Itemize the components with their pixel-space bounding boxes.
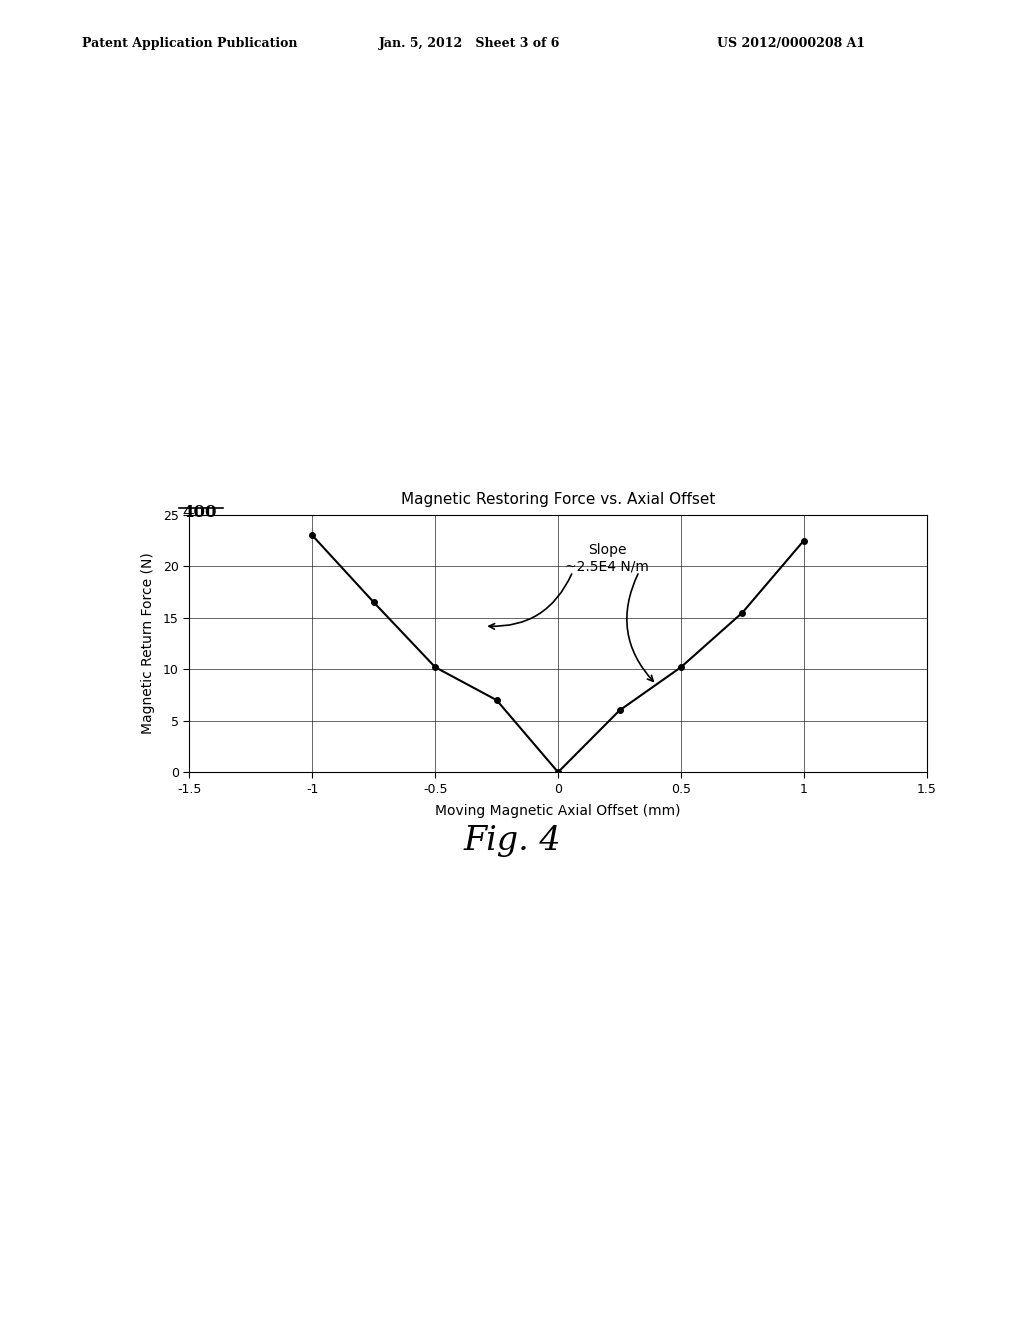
Text: Slope
~2.5E4 N/m: Slope ~2.5E4 N/m: [565, 543, 649, 573]
Title: Magnetic Restoring Force vs. Axial Offset: Magnetic Restoring Force vs. Axial Offse…: [400, 491, 716, 507]
Text: US 2012/0000208 A1: US 2012/0000208 A1: [717, 37, 865, 50]
Text: Jan. 5, 2012   Sheet 3 of 6: Jan. 5, 2012 Sheet 3 of 6: [379, 37, 560, 50]
Text: 400: 400: [182, 504, 217, 521]
Y-axis label: Magnetic Return Force (N): Magnetic Return Force (N): [141, 553, 155, 734]
Text: Fig. 4: Fig. 4: [463, 825, 561, 857]
Text: Patent Application Publication: Patent Application Publication: [82, 37, 297, 50]
X-axis label: Moving Magnetic Axial Offset (mm): Moving Magnetic Axial Offset (mm): [435, 804, 681, 818]
